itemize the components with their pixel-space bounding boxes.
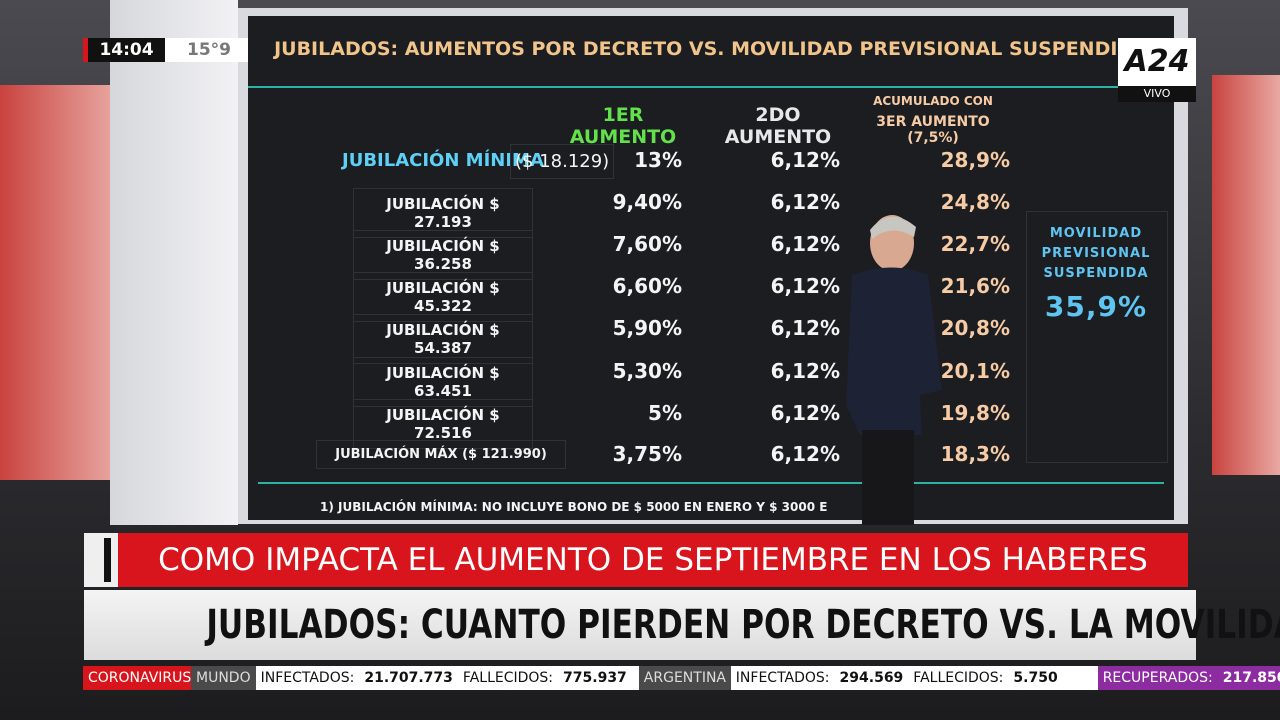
- cumulative: 21,6%: [940, 274, 1010, 298]
- temperature: 15°9: [187, 40, 231, 60]
- footnote: 1) JUBILACIÓN MÍNIMA: NO INCLUYE BONO DE…: [320, 500, 828, 514]
- cumulative: 18,3%: [940, 442, 1010, 466]
- ticker-item: 775.937: [563, 670, 627, 686]
- second-increase: 6,12%: [770, 190, 840, 214]
- headline: COMO IMPACTA EL AUMENTO DE SEPTIEMBRE EN…: [158, 542, 1148, 578]
- row-label: JUBILACIÓN $ 27.193: [353, 188, 533, 238]
- studio-wall: [1212, 75, 1280, 475]
- second-increase: 6,12%: [770, 148, 840, 172]
- ticker-item: INFECTADOS:: [260, 670, 355, 686]
- lower-third-top: [118, 533, 1188, 587]
- row-label: JUBILACIÓN $ 54.387: [353, 314, 533, 364]
- first-increase: 3,75%: [612, 442, 682, 466]
- cumulative: 20,8%: [940, 316, 1010, 340]
- first-increase: 9,40%: [612, 190, 682, 214]
- first-increase: 13%: [634, 148, 682, 172]
- ticker-item: CORONAVIRUS: [83, 666, 191, 690]
- first-increase: 7,60%: [612, 232, 682, 256]
- first-increase: 5,90%: [612, 316, 682, 340]
- ticker-item: MUNDO: [191, 666, 256, 690]
- lower-third-bottom: [84, 590, 1196, 660]
- row-label: JUBILACIÓN $ 45.322: [353, 272, 533, 322]
- divider: [258, 482, 1164, 484]
- second-increase: 6,12%: [770, 232, 840, 256]
- second-increase: 6,12%: [770, 316, 840, 340]
- ticker-item: ARGENTINA: [638, 666, 731, 690]
- ticker-item: 5.750: [1013, 670, 1058, 686]
- cumulative: 19,8%: [940, 401, 1010, 425]
- second-increase: 6,12%: [770, 401, 840, 425]
- first-increase: 6,60%: [612, 274, 682, 298]
- studio-wall: [0, 85, 118, 480]
- side-note: MOVILIDAD: [1049, 226, 1143, 241]
- column-header: 3ER AUMENTO (7,5%): [876, 114, 990, 146]
- lower-third-cap: [84, 533, 118, 587]
- ticker-item: FALLECIDOS:: [913, 670, 1004, 686]
- presenter: [846, 215, 942, 525]
- row-label: JUBILACIÓN MÁX ($ 121.990): [316, 440, 566, 469]
- side-value: 35,9%: [1044, 290, 1148, 323]
- second-increase: 6,12%: [770, 442, 840, 466]
- news-ticker: CORONAVIRUS MUNDO INFECTADOS: 21.707.773 FAL…: [83, 666, 1280, 690]
- side-note: SUSPENDIDA: [1043, 266, 1149, 281]
- first-increase: 5%: [648, 401, 682, 425]
- cumulative: 20,1%: [940, 359, 1010, 383]
- ticker-item: 21.707.773: [364, 670, 453, 686]
- row-label: ($ 18.129): [510, 144, 615, 179]
- column-header: 1ER AUMENTO: [569, 104, 677, 148]
- live-tag: VIVO: [1118, 86, 1196, 102]
- first-increase: 5,30%: [612, 359, 682, 383]
- column-header: 2DO AUMENTO: [724, 104, 832, 148]
- cumulative: 28,9%: [940, 148, 1010, 172]
- ticker-item: FALLECIDOS:: [462, 670, 554, 686]
- clock: 14:04: [83, 38, 165, 62]
- board-title: JUBILADOS: AUMENTOS POR DECRETO VS. MOVI…: [274, 38, 1148, 60]
- divider: [248, 86, 1174, 88]
- ticker-item: 294.569: [839, 670, 904, 686]
- second-increase: 6,12%: [770, 359, 840, 383]
- row-label: JUBILACIÓN MÍNIMA: [342, 150, 544, 171]
- cumulative: 24,8%: [940, 190, 1010, 214]
- screen-frame: [110, 0, 238, 525]
- channel-logo: A24: [1118, 38, 1196, 86]
- subheadline: JUBILADOS: CUANTO PIERDEN POR DECRETO VS…: [206, 602, 1280, 648]
- column-header: ACUMULADO CON: [873, 94, 993, 108]
- ticker-item: 217.850: [1217, 666, 1280, 690]
- ticker-item: INFECTADOS:: [735, 670, 830, 686]
- cumulative: 22,7%: [940, 232, 1010, 256]
- side-box: [1026, 211, 1168, 463]
- row-label: JUBILACIÓN $ 72.516: [353, 399, 533, 449]
- row-label: JUBILACIÓN $ 36.258: [353, 230, 533, 280]
- lower-third-bar: [104, 538, 111, 582]
- row-label: JUBILACIÓN $ 63.451: [353, 357, 533, 407]
- data-screen: JUBILADOS: AUMENTOS POR DECRETO VS. MOVI…: [248, 16, 1174, 520]
- ticker-item: RECUPERADOS:: [1097, 666, 1218, 690]
- side-note: PREVISIONAL: [1041, 246, 1151, 261]
- second-increase: 6,12%: [770, 274, 840, 298]
